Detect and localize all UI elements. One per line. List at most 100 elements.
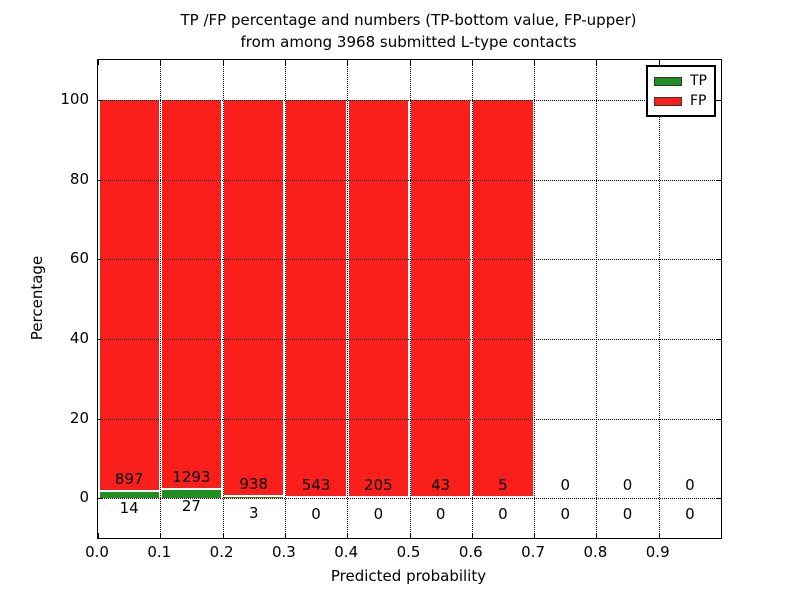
x-tick-label: 0.9 (645, 543, 670, 561)
fp-count-label: 5 (498, 476, 508, 495)
y-tick-mark (98, 338, 103, 340)
x-tick-label: 0.5 (396, 543, 421, 561)
tp-bar (161, 490, 222, 499)
v-gridline (409, 60, 411, 538)
x-tick-mark (596, 533, 598, 538)
tp-count-label: 0 (685, 505, 695, 524)
x-tick-label: 0.6 (458, 543, 483, 561)
fp-count-label: 0 (622, 476, 633, 495)
fp-bar (224, 99, 284, 495)
x-tick-mark (284, 60, 286, 65)
x-tick-mark (284, 533, 286, 538)
tp-legend-swatch (654, 76, 682, 86)
x-tick-mark (471, 533, 473, 538)
x-tick-mark (347, 533, 349, 538)
x-tick-label: 0.2 (209, 543, 234, 561)
x-tick-mark (222, 60, 224, 65)
y-tick-mark (98, 259, 103, 261)
tp-count-label: 0 (622, 505, 633, 524)
v-gridline (471, 60, 473, 538)
fp-bar (99, 99, 159, 491)
tp-count-label: 14 (119, 498, 139, 517)
fp-bar (161, 99, 222, 488)
x-tick-label: 0.7 (521, 543, 546, 561)
tp-count-label: 27 (181, 496, 201, 515)
tp-bar (99, 492, 159, 499)
legend-item-tp: TP (648, 74, 714, 88)
x-tick-mark (409, 533, 411, 538)
fp-count-label: 0 (685, 476, 695, 495)
legend-item-fp: FP (648, 94, 714, 108)
v-gridline (160, 60, 162, 538)
y-axis-label: Percentage (28, 255, 46, 341)
fp-bar (411, 99, 471, 497)
fp-count-label: 897 (114, 470, 144, 489)
v-gridline (222, 60, 224, 538)
fp-count-label: 0 (560, 476, 571, 495)
fp-bar (286, 99, 346, 497)
x-tick-mark (222, 533, 224, 538)
v-gridline (596, 60, 598, 538)
legend: TP FP (646, 65, 716, 117)
tp-count-label: 0 (498, 505, 508, 524)
y-tick-label: 80 (69, 169, 89, 188)
x-tick-mark (658, 60, 660, 65)
x-tick-label: 0.8 (583, 543, 608, 561)
x-tick-label: 0.3 (271, 543, 296, 561)
tp-count-label: 0 (311, 505, 321, 524)
tp-bar (224, 496, 284, 499)
y-tick-label: 100 (60, 89, 89, 108)
x-tick-label: 0.4 (334, 543, 359, 561)
y-tick-label: 60 (69, 249, 89, 268)
chart-title-line2: from among 3968 submitted L-type contact… (240, 33, 577, 51)
plot-area: 897 14 1293 27 938 3 543 0 205 0 43 0 5 0 0 0 0 0 0 0 (97, 59, 722, 539)
x-tick-mark (347, 60, 349, 65)
x-tick-mark (534, 533, 536, 538)
x-tick-mark (471, 60, 473, 65)
y-tick-mark (98, 99, 103, 101)
y-tick-mark (716, 179, 721, 181)
y-tick-mark (716, 99, 721, 101)
x-tick-mark (534, 60, 536, 65)
h-gridline (98, 418, 721, 420)
fp-count-label: 43 (431, 476, 451, 495)
fp-count-label: 1293 (172, 468, 211, 487)
y-tick-mark (716, 418, 721, 420)
y-tick-mark (716, 498, 721, 500)
y-tick-label: 40 (69, 328, 89, 347)
v-gridline (658, 60, 660, 538)
x-tick-mark (98, 533, 99, 538)
h-gridline (98, 99, 721, 101)
x-axis-label: Predicted probability (330, 567, 487, 585)
y-tick-mark (98, 418, 103, 420)
v-gridline (347, 60, 349, 538)
fp-count-label: 205 (364, 476, 393, 495)
y-tick-label: 20 (69, 408, 89, 427)
x-tick-mark (160, 60, 162, 65)
x-tick-mark (596, 60, 598, 65)
tp-count-label: 0 (373, 505, 384, 524)
y-tick-mark (98, 498, 103, 500)
fp-legend-swatch (654, 96, 682, 106)
x-tick-label: 0.1 (147, 543, 172, 561)
x-tick-mark (160, 533, 162, 538)
tp-count-label: 0 (435, 505, 446, 524)
h-gridline (98, 338, 721, 340)
y-tick-label: 0 (79, 488, 89, 507)
chart-title-line1: TP /FP percentage and numbers (TP-bottom… (180, 11, 637, 29)
tp-count-label: 3 (248, 503, 259, 522)
fp-count-label: 543 (301, 476, 331, 495)
fp-bar (473, 99, 533, 497)
x-tick-label: 0.0 (85, 543, 109, 561)
v-gridline (284, 60, 286, 538)
v-gridline (534, 60, 536, 538)
h-gridline (98, 179, 721, 181)
h-gridline (98, 259, 721, 261)
y-tick-mark (716, 338, 721, 340)
x-tick-mark (98, 60, 99, 65)
fp-legend-label: FP (690, 93, 707, 109)
fp-count-label: 938 (239, 475, 269, 494)
y-tick-mark (98, 179, 103, 181)
tp-legend-label: TP (690, 73, 707, 89)
